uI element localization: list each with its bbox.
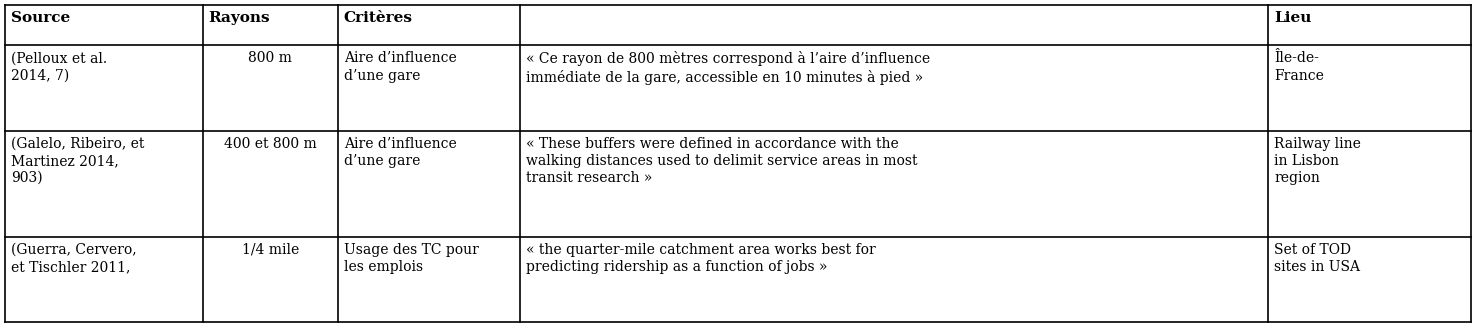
Text: Rayons: Rayons [208, 11, 270, 25]
Text: Set of TOD
sites in USA: Set of TOD sites in USA [1274, 243, 1361, 274]
Text: Aire d’influence
d’une gare: Aire d’influence d’une gare [344, 137, 456, 168]
Text: Critères: Critères [344, 11, 413, 25]
Text: 400 et 800 m: 400 et 800 m [224, 137, 316, 150]
Text: Île-de-
France: Île-de- France [1274, 51, 1324, 83]
Text: Lieu: Lieu [1274, 11, 1312, 25]
Text: (Guerra, Cervero,
et Tischler 2011,: (Guerra, Cervero, et Tischler 2011, [10, 243, 137, 274]
Text: « Ce rayon de 800 mètres correspond à l’aire d’influence
immédiate de la gare, a: « Ce rayon de 800 mètres correspond à l’… [525, 51, 930, 85]
Text: Usage des TC pour
les emplois: Usage des TC pour les emplois [344, 243, 478, 274]
Text: « the quarter-mile catchment area works best for
predicting ridership as a funct: « the quarter-mile catchment area works … [525, 243, 875, 274]
Text: Aire d’influence
d’une gare: Aire d’influence d’une gare [344, 51, 456, 83]
Text: (Pelloux et al.
2014, 7): (Pelloux et al. 2014, 7) [10, 51, 108, 83]
Text: (Galelo, Ribeiro, et
Martinez 2014,
903): (Galelo, Ribeiro, et Martinez 2014, 903) [10, 137, 145, 185]
Text: 1/4 mile: 1/4 mile [242, 243, 298, 257]
Text: 800 m: 800 m [248, 51, 292, 65]
Text: « These buffers were defined in accordance with the
walking distances used to de: « These buffers were defined in accordan… [525, 137, 917, 185]
Text: Railway line
in Lisbon
region: Railway line in Lisbon region [1274, 137, 1361, 185]
Text: Source: Source [10, 11, 71, 25]
